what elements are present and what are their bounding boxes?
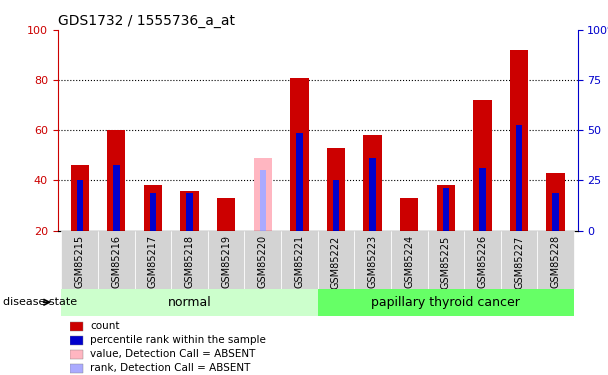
Bar [290, 78, 308, 231]
Text: normal: normal [168, 296, 212, 309]
Bar [217, 198, 235, 231]
Text: count: count [90, 321, 120, 332]
Text: GSM85219: GSM85219 [221, 235, 231, 288]
Text: GSM85216: GSM85216 [111, 235, 122, 288]
Bar [296, 133, 303, 231]
Bar [364, 135, 382, 231]
Bar [70, 350, 83, 358]
Bar [510, 50, 528, 231]
Text: GSM85228: GSM85228 [551, 235, 561, 288]
Bar [208, 231, 244, 289]
Bar [537, 231, 574, 289]
Bar [391, 231, 427, 289]
Text: value, Detection Call = ABSENT: value, Detection Call = ABSENT [90, 349, 255, 359]
Bar [473, 100, 492, 231]
Text: GDS1732 / 1555736_a_at: GDS1732 / 1555736_a_at [58, 13, 235, 28]
Bar [464, 231, 501, 289]
Text: GSM85224: GSM85224 [404, 235, 414, 288]
Text: GSM85218: GSM85218 [185, 235, 195, 288]
Bar [113, 165, 120, 231]
Bar [77, 180, 83, 231]
Bar [254, 158, 272, 231]
Text: papillary thyroid cancer: papillary thyroid cancer [371, 296, 520, 309]
Bar [98, 231, 134, 289]
Bar [186, 193, 193, 231]
Bar [181, 190, 199, 231]
Bar [61, 231, 98, 289]
Text: GSM85222: GSM85222 [331, 235, 341, 288]
Bar [70, 364, 83, 372]
Text: GSM85217: GSM85217 [148, 235, 158, 288]
Text: GSM85226: GSM85226 [477, 235, 488, 288]
Bar [516, 125, 522, 231]
Bar [61, 289, 318, 316]
Bar [400, 198, 418, 231]
Bar [437, 186, 455, 231]
Text: GSM85220: GSM85220 [258, 235, 268, 288]
Bar [427, 231, 464, 289]
Text: disease state: disease state [3, 297, 77, 307]
Text: GSM85215: GSM85215 [75, 235, 85, 288]
Bar [333, 180, 339, 231]
Bar [547, 173, 565, 231]
Bar [244, 231, 281, 289]
Text: GSM85223: GSM85223 [368, 235, 378, 288]
Bar [354, 231, 391, 289]
Bar [70, 336, 83, 345]
Text: rank, Detection Call = ABSENT: rank, Detection Call = ABSENT [90, 363, 250, 373]
Bar [443, 188, 449, 231]
Bar [479, 168, 486, 231]
Text: percentile rank within the sample: percentile rank within the sample [90, 335, 266, 345]
Bar [71, 165, 89, 231]
Bar [317, 231, 354, 289]
Bar [327, 148, 345, 231]
Bar [134, 231, 171, 289]
Bar [260, 170, 266, 231]
Bar [143, 186, 162, 231]
Bar [281, 231, 317, 289]
Bar [70, 322, 83, 331]
Bar [107, 130, 125, 231]
Bar [317, 289, 574, 316]
Bar [553, 193, 559, 231]
Bar [370, 158, 376, 231]
Bar [501, 231, 537, 289]
Bar [150, 193, 156, 231]
Text: GSM85225: GSM85225 [441, 235, 451, 288]
Bar [171, 231, 208, 289]
Text: GSM85227: GSM85227 [514, 235, 524, 288]
Text: GSM85221: GSM85221 [294, 235, 305, 288]
